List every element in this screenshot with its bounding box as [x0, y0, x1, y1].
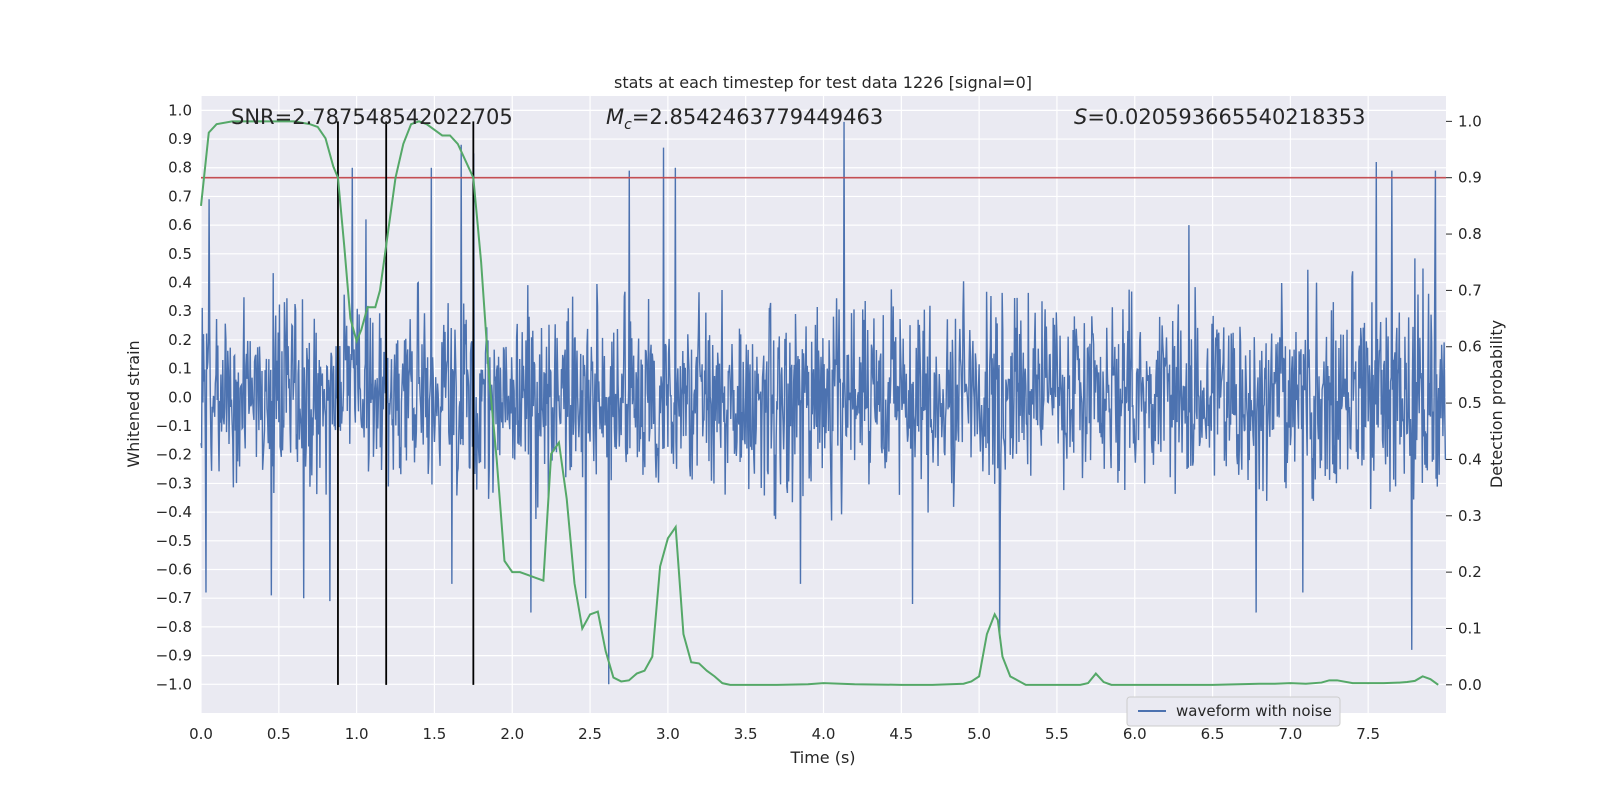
- x-tick-label: 3.5: [734, 725, 758, 743]
- x-axis-label: Time (s): [789, 748, 855, 767]
- s-value: =0.020593665540218353: [1087, 105, 1365, 129]
- x-tick-label: 4.0: [812, 725, 836, 743]
- overlay-lines: [201, 121, 1446, 685]
- y2-tick-label: 0.4: [1458, 450, 1482, 468]
- x-tick-label: 7.0: [1278, 725, 1302, 743]
- y-tick-label: 0.1: [168, 360, 192, 378]
- y2-axis-label: Detection probability: [1487, 320, 1506, 488]
- y-tick-label: −1.0: [156, 675, 192, 693]
- y2-tick-label: 0.8: [1458, 225, 1482, 243]
- y-tick-label: 0.6: [168, 216, 192, 234]
- s-symbol: S: [1074, 105, 1087, 129]
- y-tick-label: 0.7: [168, 187, 192, 205]
- s-annotation: S=0.020593665540218353: [1074, 105, 1365, 129]
- chart-title: stats at each timestep for test data 122…: [614, 73, 1032, 92]
- y-tick-label: 0.3: [168, 302, 192, 320]
- y2-tick-label: 0.7: [1458, 281, 1482, 299]
- y-tick-label: 0.0: [168, 388, 192, 406]
- x-tick-label: 1.5: [423, 725, 447, 743]
- y2-tick-label: 0.0: [1458, 676, 1482, 694]
- y-tick-label: −0.3: [156, 474, 192, 492]
- y-tick-label: 0.9: [168, 130, 192, 148]
- legend: waveform with noise: [1126, 696, 1341, 727]
- legend-label-waveform: waveform with noise: [1176, 702, 1332, 720]
- y2-axis-ticks: 1.0 0.9 0.8 0.7 0.6 0.5 0.4 0.3 0.2 0.1 0.0: [1446, 112, 1482, 694]
- x-tick-label: 2.5: [578, 725, 602, 743]
- y-tick-label: −0.7: [156, 589, 192, 607]
- x-tick-label: 0.0: [189, 725, 213, 743]
- x-tick-label: 4.5: [889, 725, 913, 743]
- y-tick-label: 1.0: [168, 101, 192, 119]
- x-tick-label: 5.0: [967, 725, 991, 743]
- y2-tick-label: 0.1: [1458, 619, 1482, 637]
- x-tick-label: 6.0: [1123, 725, 1147, 743]
- x-tick-label: 3.0: [656, 725, 680, 743]
- y-tick-label: 0.4: [168, 274, 192, 292]
- y2-tick-label: 0.5: [1458, 394, 1482, 412]
- mc-subscript: c: [624, 117, 632, 133]
- mc-annotation: Mc=2.8542463779449463: [606, 105, 883, 133]
- detection-probability-series: [200, 120, 1439, 686]
- y-tick-label: −0.1: [156, 417, 192, 435]
- y-tick-label: 0.2: [168, 331, 192, 349]
- y2-tick-label: 0.6: [1458, 338, 1482, 356]
- snr-annotation: SNR=2.787548542022705: [231, 105, 513, 129]
- x-tick-label: 2.0: [500, 725, 524, 743]
- y-tick-label: 0.5: [168, 245, 192, 263]
- mc-value: =2.8542463779449463: [632, 105, 883, 129]
- y2-tick-label: 1.0: [1458, 112, 1482, 130]
- x-tick-label: 6.5: [1201, 725, 1225, 743]
- y-tick-label: −0.6: [156, 561, 192, 579]
- y-axis-ticks: 1.0 0.9 0.8 0.7 0.6 0.5 0.4 0.3 0.2 0.1 0.0 −0.1 −0.…: [156, 101, 192, 693]
- x-tick-label: 7.5: [1356, 725, 1380, 743]
- x-tick-label: 1.0: [345, 725, 369, 743]
- x-tick-label: 0.5: [267, 725, 291, 743]
- y2-tick-label: 0.9: [1458, 169, 1482, 187]
- x-axis-ticks: 0.0 0.5 1.0 1.5 2.0 2.5 3.0 3.5 4.0 4.5 5.0 5.5 6.0 6…: [189, 725, 1380, 743]
- y-tick-label: −0.8: [156, 618, 192, 636]
- y-tick-label: −0.9: [156, 647, 192, 665]
- x-tick-label: 5.5: [1045, 725, 1069, 743]
- y-axis-label: Whitened strain: [124, 340, 143, 467]
- detection-probability-line: [200, 120, 1439, 686]
- waveform-with-noise-line: [200, 121, 1447, 685]
- y-tick-label: −0.2: [156, 446, 192, 464]
- y-tick-label: 0.8: [168, 159, 192, 177]
- legend-box: [1126, 696, 1341, 727]
- mc-symbol: M: [606, 105, 624, 129]
- waveform-with-noise-series: [200, 121, 1447, 685]
- y-tick-label: −0.4: [156, 503, 192, 521]
- y2-tick-label: 0.3: [1458, 507, 1482, 525]
- y-tick-label: −0.5: [156, 532, 192, 550]
- y2-tick-label: 0.2: [1458, 563, 1482, 581]
